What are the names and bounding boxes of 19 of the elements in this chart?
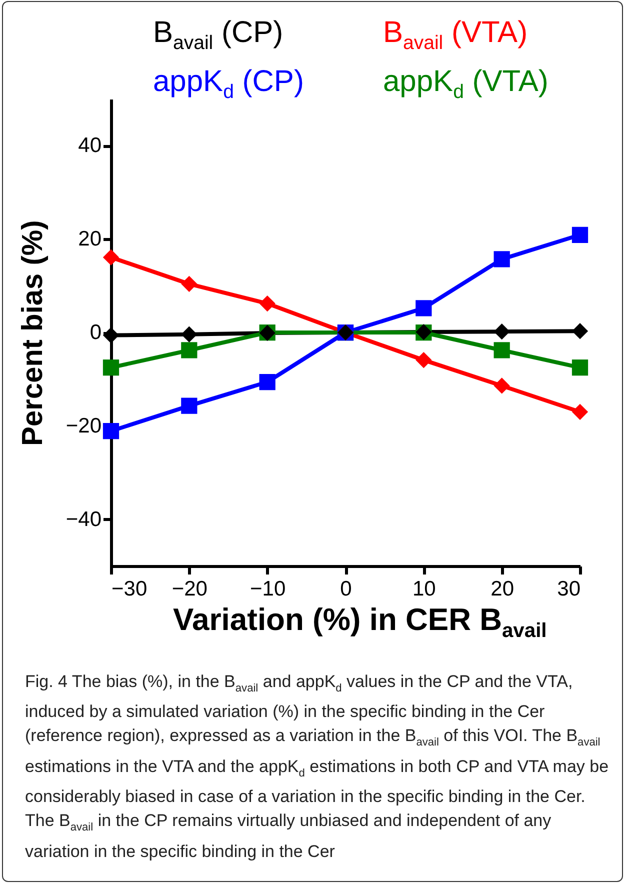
y-tick-label: 20 bbox=[78, 228, 102, 251]
text: B$_{avail}$ (VTA) bbox=[383, 16, 529, 55]
y-tick-label: −40 bbox=[66, 508, 102, 531]
text: B$_{avail}$ (CP) bbox=[153, 16, 284, 55]
x-tick-label: 0 bbox=[340, 578, 352, 600]
text: appK$_{d}$ (VTA) bbox=[383, 65, 550, 104]
x-tick-label: −20 bbox=[172, 578, 208, 600]
x-tick-label: 20 bbox=[490, 578, 514, 600]
text: appK$_{d}$ (CP) bbox=[153, 65, 305, 104]
x-tick-label: 10 bbox=[412, 578, 436, 600]
x-tick-label: −30 bbox=[112, 578, 148, 600]
x-tick-label: 30 bbox=[557, 578, 580, 600]
y-tick-label: −20 bbox=[66, 414, 102, 438]
y-tick-label: 0 bbox=[90, 321, 102, 344]
x-axis-title: Variation (%) in CER B$_{avail}$ bbox=[173, 602, 547, 644]
y-tick-label: 40 bbox=[78, 134, 102, 158]
y-axis-title: Percent bias (%) bbox=[16, 220, 49, 446]
x-tick-label: −10 bbox=[250, 578, 286, 600]
text: Fig. 4 The bias (%), in the B$_{avail}$ and appK$_{d}$ values in the CP and the VTA, induced by a simulated variation (%) in the specific binding in the Cer (reference region), expressed as a variation in the B$_{avail}$ of this VOI. The B$_{avail}$ estimations in the VTA and the appK$_{d}$ estimations in both CP and VTA may be considerably biased in case of a variation in the specific binding in the Cer. The B$_{avail}$ in the CP remains virtually unbiased and independent of any variation in the specific binding in the Cer bbox=[25, 672, 609, 861]
